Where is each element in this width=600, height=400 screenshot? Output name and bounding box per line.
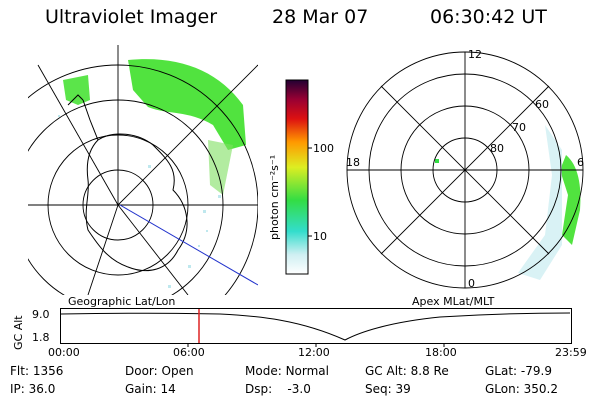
colorbar-unit-label: photon cm⁻²s⁻¹ [268,154,281,240]
colorbar-gradient [285,79,309,275]
mlt-label-6: 6 [577,156,584,169]
altitude-curve [60,312,571,341]
aurora-emission-left [63,75,90,105]
aurora-emission-region [128,59,246,150]
info-glon: GLon: 350.2 [485,382,558,396]
continent-outline [85,133,188,272]
timeline-xtick-1: 06:00 [173,346,205,359]
timeline-xtick-2: 12:00 [298,346,330,359]
time-label: 06:30:42 UT [430,6,547,28]
mlat-label-60: 60 [535,98,549,111]
colorbar [285,79,312,275]
aurora-emission-diffuse [518,125,562,280]
aurora-emission-edge [208,140,233,195]
info-gcalt: GC Alt: 8.8 Re [365,364,449,378]
timeline-ticks [187,343,445,347]
mlt-label-18: 18 [346,156,360,169]
info-seq: Seq: 39 [365,382,411,396]
magnetic-polar-plot [346,51,584,289]
mlat-label-70: 70 [512,121,526,134]
mlat-label-80: 80 [490,142,504,155]
info-dsp: Dsp: -3.0 [245,382,311,396]
aurora-spot [435,159,439,163]
right-panel-label: Apex MLat/MLT [412,295,495,308]
left-panel-label: Geographic Lat/Lon [68,295,176,308]
info-gain: Gain: 14 [125,382,176,396]
colorbar-tick-10: 10 [313,230,327,243]
info-door: Door: Open [125,364,194,378]
peninsula-outline [67,94,99,141]
geographic-map [28,45,258,295]
timeline-ytick-low: 1.8 [32,331,50,344]
timeline-axis-label: GC Alt [12,315,25,350]
info-flt: Flt: 1356 [10,364,64,378]
info-mode: Mode: Normal [245,364,329,378]
instrument-title: Ultraviolet Imager [45,6,218,28]
timeline-xtick-4: 23:59 [555,346,587,359]
timeline-xtick-3: 18:00 [425,346,457,359]
orbit-track [119,204,258,286]
altitude-timeline [60,308,572,347]
timeline-ytick-high: 9.0 [32,308,50,321]
mlt-lines [347,52,583,288]
mlt-label-12: 12 [468,48,482,61]
aurora-emission-dawn [560,155,581,245]
mlt-label-0: 0 [468,277,475,290]
info-glat: GLat: -79.9 [485,364,552,378]
info-ip: IP: 36.0 [10,382,56,396]
noise-speckles [58,115,221,288]
date-label: 28 Mar 07 [272,6,369,28]
timeline-frame [60,308,572,344]
colorbar-tick-100: 100 [313,142,334,155]
longitude-lines [28,45,258,295]
timeline-xtick-0: 00:00 [48,346,80,359]
